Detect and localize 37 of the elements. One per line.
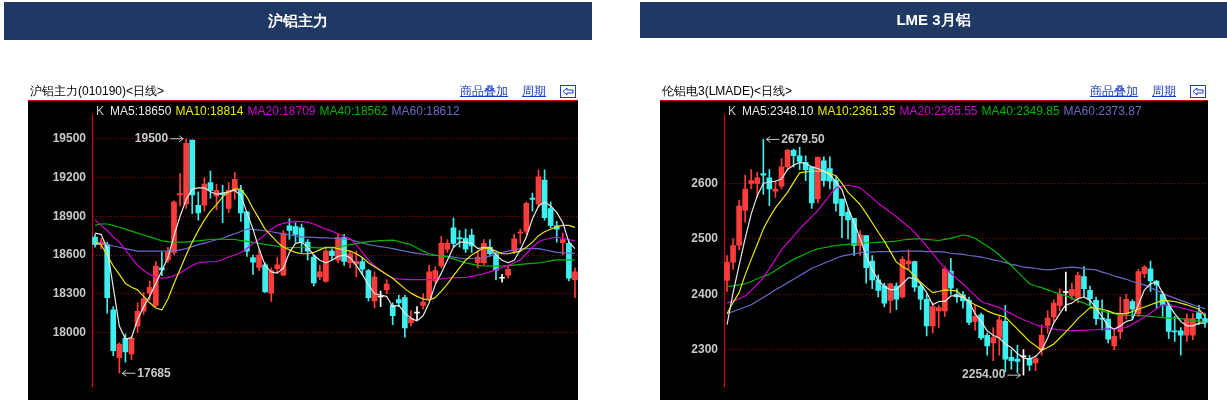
candlestick	[250, 254, 256, 275]
annotation: 17685	[137, 365, 172, 380]
y-tick-label: 18300	[52, 286, 87, 301]
text: MA60:2373.87	[1063, 104, 1142, 118]
candlestick	[1062, 271, 1069, 312]
y-tick-label: 19500	[52, 131, 87, 146]
y-tick-label: 18000	[52, 324, 87, 339]
text: MA5:2348.10	[742, 104, 814, 118]
chart-title: 沪铝主力	[4, 2, 592, 40]
chart-title: LME 3月铝	[640, 2, 1227, 38]
annotation: 19500	[134, 131, 169, 146]
text: MA20:2365.55	[899, 104, 978, 118]
text: MA60:18612	[391, 104, 460, 118]
text: 周期	[1152, 83, 1176, 100]
y-tick-label: 2300	[691, 341, 719, 356]
y-tick-label: 19200	[52, 169, 87, 184]
text: MA20:18709	[247, 104, 316, 118]
text: 周期	[522, 83, 546, 100]
candlestick	[760, 139, 767, 195]
annotation: K	[96, 104, 105, 118]
y-tick-label: 18600	[52, 247, 87, 262]
y-tick-label: 18900	[52, 208, 87, 223]
annotation: 2679.50	[781, 131, 826, 146]
annotation: K	[728, 104, 737, 118]
text: MA5:18650	[110, 104, 172, 118]
chart-subtitle: 伦铝电3(LMADE)<日线>	[662, 83, 794, 100]
chart-subtitle: 沪铝主力(010190)<日线>	[30, 83, 166, 100]
text: MA40:2349.85	[981, 104, 1060, 118]
text: MA10:18814	[175, 104, 244, 118]
text: 商品叠加	[460, 83, 508, 100]
y-tick-label: 2500	[691, 231, 719, 246]
text: MA40:18562	[319, 104, 388, 118]
annotation: 2254.00	[962, 367, 1006, 382]
text: MA10:2361.35	[817, 104, 896, 118]
y-tick-label: 2600	[691, 175, 719, 190]
text: 商品叠加	[1090, 83, 1138, 100]
y-tick-label: 2400	[691, 286, 719, 301]
